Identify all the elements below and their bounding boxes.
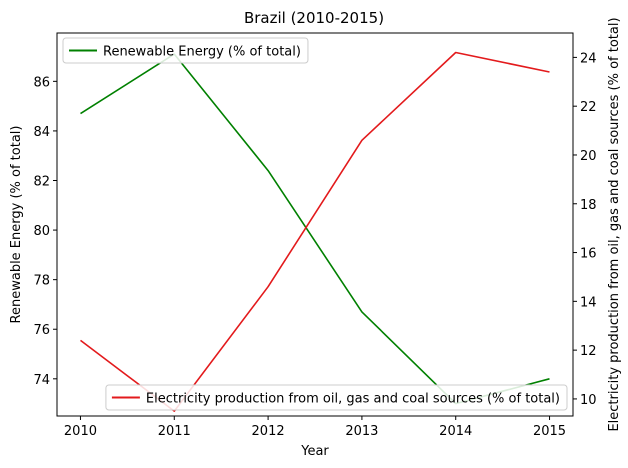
x-axis-label: Year <box>300 444 329 459</box>
legend-label: Renewable Energy (% of total) <box>103 45 301 60</box>
right-y-tick-label: 16 <box>580 247 597 262</box>
left-y-axis: 74 76 78 80 82 84 86 <box>33 75 57 388</box>
right-y-tick-label: 12 <box>580 344 597 359</box>
x-tick-label: 2013 <box>345 424 378 439</box>
right-y-axis-label: Electricity production from oil, gas and… <box>607 17 622 431</box>
series-line-0 <box>80 53 550 405</box>
legend-renewable: Renewable Energy (% of total) <box>62 37 309 64</box>
right-y-tick-label: 20 <box>580 149 597 164</box>
x-tick-label: 2015 <box>533 424 566 439</box>
right-y-tick-label: 22 <box>580 100 597 115</box>
chart-title: Brazil (2010-2015) <box>244 9 384 27</box>
x-axis: 2010 2011 2012 2013 2014 2015 <box>64 416 566 439</box>
legend-box <box>105 384 568 411</box>
x-tick-label: 2012 <box>252 424 285 439</box>
left-y-tick-label: 74 <box>33 373 50 388</box>
left-y-axis-label: Renewable Energy (% of total) <box>9 126 24 324</box>
right-y-tick-label: 10 <box>580 393 597 408</box>
left-y-tick-label: 76 <box>33 323 50 338</box>
series-line-1 <box>80 51 550 412</box>
legend-fossil: Electricity production from oil, gas and… <box>105 384 568 411</box>
series-lines <box>80 51 550 412</box>
x-tick-label: 2010 <box>64 424 97 439</box>
right-y-tick-label: 14 <box>580 295 597 310</box>
legend-label: Electricity production from oil, gas and… <box>146 392 560 407</box>
left-y-tick-label: 82 <box>33 174 50 189</box>
right-y-tick-label: 18 <box>580 198 597 213</box>
left-y-tick-label: 84 <box>33 125 50 140</box>
right-y-tick-label: 24 <box>580 51 597 66</box>
plot-frame <box>56 32 574 417</box>
x-tick-label: 2011 <box>158 424 191 439</box>
x-tick-label: 2014 <box>439 424 472 439</box>
legend-box <box>62 37 309 64</box>
left-y-tick-label: 80 <box>33 224 50 239</box>
left-y-tick-label: 86 <box>33 75 50 90</box>
left-y-tick-label: 78 <box>33 274 50 289</box>
right-y-axis: 10 12 14 16 18 20 22 24 <box>573 51 597 408</box>
